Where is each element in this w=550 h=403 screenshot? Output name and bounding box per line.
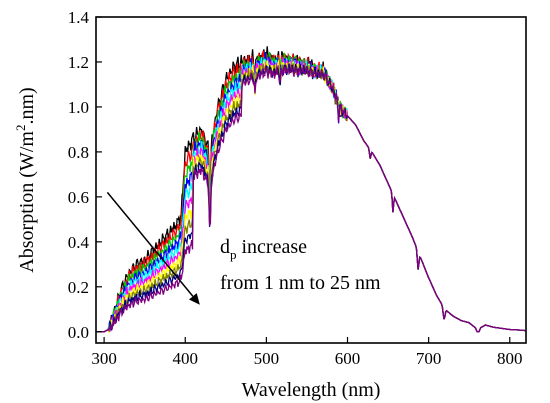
x-tick-label: 400 [172, 349, 198, 368]
annotation-line2: from 1 nm to 25 nm [220, 272, 381, 294]
y-axis-title: Absorption (W/m2.nm) [13, 87, 38, 272]
y-axis-title-tail: .nm) [16, 87, 38, 124]
annotation-d: d [220, 236, 230, 258]
plot-frame [95, 16, 527, 344]
y-tick-label: 0.2 [68, 278, 89, 297]
x-tick-label: 600 [335, 349, 361, 368]
y-axis-title-main: Absorption (W/m [16, 131, 38, 273]
series-line [96, 64, 526, 333]
annotation-arrowhead [188, 293, 200, 305]
series-layer [96, 46, 526, 334]
annotation-arrow [106, 191, 194, 297]
y-tick-label: 1.0 [68, 98, 89, 117]
x-tick-label: 500 [254, 349, 280, 368]
x-axis-title: Wavelength (nm) [242, 379, 381, 401]
y-tick-label: 1.2 [68, 53, 89, 72]
annotation-line1: dp increase [220, 236, 307, 262]
y-tick-label: 0.6 [68, 188, 89, 207]
y-tick-label: 0.0 [68, 323, 89, 342]
x-tick-label: 300 [91, 349, 117, 368]
annotation-increase: increase [237, 236, 308, 258]
y-tick-label: 1.4 [68, 8, 90, 27]
y-axis-title-sup: 2 [13, 125, 28, 132]
axes-layer: 300 400 500 600 700 800 0.0 0.2 0.4 0.6 0.8 1.0 1.2 1… [68, 8, 523, 368]
y-tick-label: 0.4 [68, 233, 90, 252]
annotation-sub-p: p [230, 247, 237, 262]
y-tick-label: 0.8 [68, 143, 89, 162]
x-tick-label: 800 [497, 349, 523, 368]
x-tick-label: 700 [416, 349, 442, 368]
